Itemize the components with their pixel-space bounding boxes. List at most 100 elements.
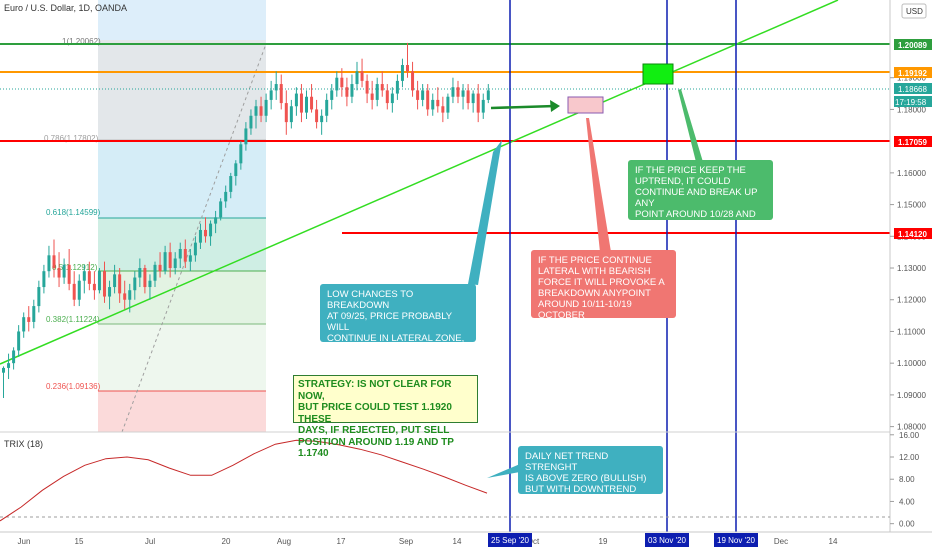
date-badge-19-nov bbox=[714, 533, 758, 547]
candle-up bbox=[153, 264, 157, 281]
candle-down bbox=[57, 268, 61, 278]
currency-button[interactable] bbox=[901, 3, 927, 19]
lateral-line-4: BREAKDOWN ANYPOINT bbox=[538, 288, 651, 299]
uptrend-line-2: UPTREND, IT COULD bbox=[635, 176, 731, 187]
candle-down bbox=[385, 90, 389, 104]
red-level-upper-badge bbox=[894, 136, 932, 147]
candle-up bbox=[37, 287, 41, 307]
fib-dashed-trendline bbox=[121, 43, 267, 433]
candle-down bbox=[340, 77, 344, 88]
candle-up bbox=[234, 163, 238, 177]
candle-up bbox=[17, 331, 21, 351]
candle-up bbox=[229, 176, 233, 192]
low-chances-callout[interactable]: LOW CHANCES TO BREAKDOWN AT 09/25, PRICE… bbox=[320, 284, 476, 377]
daily-trend-callout[interactable]: DAILY NET TREND STRENGHT IS ABOVE ZERO (… bbox=[518, 446, 663, 506]
time-tick-label: Dec bbox=[774, 537, 788, 546]
candle-up bbox=[42, 271, 46, 288]
daily-trend-line-1: DAILY NET TREND STRENGHT bbox=[525, 451, 609, 473]
candle-down bbox=[92, 283, 96, 291]
fib-label-0786: 0.786(1.17802) bbox=[44, 134, 99, 143]
candle-up bbox=[244, 128, 248, 145]
candle-up bbox=[148, 280, 152, 288]
strategy-note[interactable]: STRATEGY: IS NOT CLEAR FOR NOW, BUT PRIC… bbox=[293, 375, 478, 459]
time-axis-ticks: Jun 15 Jul 20 Aug 17 Sep 14 Oct 19 Dec 14 bbox=[18, 537, 838, 546]
date-badge-25-sep bbox=[488, 533, 532, 547]
candle-down bbox=[411, 71, 415, 91]
uptrend-line-4: POINT AROUND 10/28 AND bbox=[635, 209, 756, 220]
candle-up bbox=[254, 106, 258, 116]
price-tick-label: 1.15000 bbox=[897, 201, 926, 210]
time-tick-label: Jun bbox=[18, 537, 31, 546]
strategy-line-4: POSITION AROUND 1.19 AND TP 1.1740 bbox=[298, 436, 454, 460]
candle-down bbox=[476, 93, 480, 113]
candle-up bbox=[355, 71, 359, 85]
candle-down bbox=[52, 255, 56, 269]
red-level-lower-badge-text: 1.14120 bbox=[898, 230, 927, 239]
trix-tick-label: 4.00 bbox=[899, 497, 915, 506]
fib-zone-light-blue bbox=[98, 140, 266, 218]
chart-title: Euro / U.S. Dollar, 1D, OANDA bbox=[4, 3, 127, 13]
candle-down bbox=[284, 103, 288, 123]
daily-trend-pointer bbox=[487, 464, 520, 478]
projection-arrow[interactable] bbox=[490, 100, 560, 112]
daily-trend-line-4: DIRECTON FOR NOW bbox=[525, 495, 623, 506]
currency-label: USD bbox=[906, 7, 923, 16]
fib-range-top-zone bbox=[98, 0, 266, 40]
strategy-line-3: DAYS, IF REJECTED, PUT SELL bbox=[298, 425, 450, 436]
candle-up bbox=[239, 144, 243, 164]
uptrend-line[interactable] bbox=[0, 0, 839, 365]
candle-up bbox=[471, 93, 475, 104]
candle-up bbox=[269, 90, 273, 100]
fib-label-0382: 0.382(1.11224) bbox=[46, 315, 100, 324]
candle-down bbox=[380, 84, 384, 91]
candle-down bbox=[279, 84, 283, 104]
candle-up bbox=[486, 90, 490, 100]
trix-tick-label: 8.00 bbox=[899, 475, 915, 484]
time-tick-label: 14 bbox=[829, 537, 838, 546]
low-chances-line-4: BUT IF IT HAPPENS PRICE COULD bbox=[327, 344, 448, 366]
date-badge-03-nov bbox=[645, 533, 689, 547]
candle-down bbox=[456, 87, 460, 97]
date-badge-03-nov-text: 03 Nov '20 bbox=[648, 536, 687, 545]
candlestick-series bbox=[2, 42, 490, 399]
candle-down bbox=[370, 93, 374, 100]
candle-up bbox=[451, 87, 455, 97]
last-price-badge bbox=[894, 83, 932, 94]
lateral-callout[interactable]: IF THE PRICE CONTINUE LATERAL WITH BEARI… bbox=[531, 250, 676, 321]
candle-up bbox=[163, 252, 167, 272]
candle-down bbox=[360, 71, 364, 81]
uptrend-pointer bbox=[678, 89, 703, 162]
trix-title: TRIX (18) bbox=[4, 439, 43, 449]
trix-line bbox=[0, 439, 488, 522]
fib-labels: 1(1.20062) 0.786(1.17802) 0.618(1.14599)… bbox=[44, 37, 101, 391]
strategy-line-1: STRATEGY: IS NOT CLEAR FOR NOW, bbox=[298, 379, 452, 402]
candle-up bbox=[264, 99, 268, 116]
uptrend-callout[interactable]: IF THE PRICE KEEP THE UPTREND, IT COULD … bbox=[628, 160, 773, 231]
breakdown-marker-box[interactable] bbox=[567, 96, 604, 114]
candle-up bbox=[193, 242, 197, 256]
orange-level-badge-text: 1.19192 bbox=[898, 69, 927, 78]
fib-zone-pale-green bbox=[98, 324, 266, 391]
red-level-lower-badge bbox=[894, 228, 932, 239]
candle-down bbox=[345, 87, 349, 97]
countdown-badge bbox=[894, 96, 932, 107]
candle-up bbox=[113, 274, 117, 288]
candle-down bbox=[416, 90, 420, 100]
lateral-line-5: AROUND 10/11-10/19 bbox=[538, 299, 632, 310]
candle-down bbox=[310, 96, 314, 110]
candle-up bbox=[97, 271, 101, 291]
countdown-badge-text: 17:19:58 bbox=[895, 98, 927, 107]
fib-label-0236: 0.236(1.09136) bbox=[46, 382, 101, 391]
candle-up bbox=[178, 248, 182, 259]
candle-up bbox=[481, 99, 485, 113]
time-tick-label: Oct bbox=[527, 537, 540, 546]
candle-down bbox=[441, 106, 445, 113]
candle-down bbox=[436, 99, 440, 107]
time-tick-label: Sep bbox=[399, 537, 414, 546]
candle-up bbox=[214, 217, 218, 224]
trix-tick-label: 12.00 bbox=[899, 453, 920, 462]
breakout-marker-box[interactable] bbox=[642, 63, 674, 85]
last-price-badge-text: 1.18668 bbox=[898, 85, 927, 94]
